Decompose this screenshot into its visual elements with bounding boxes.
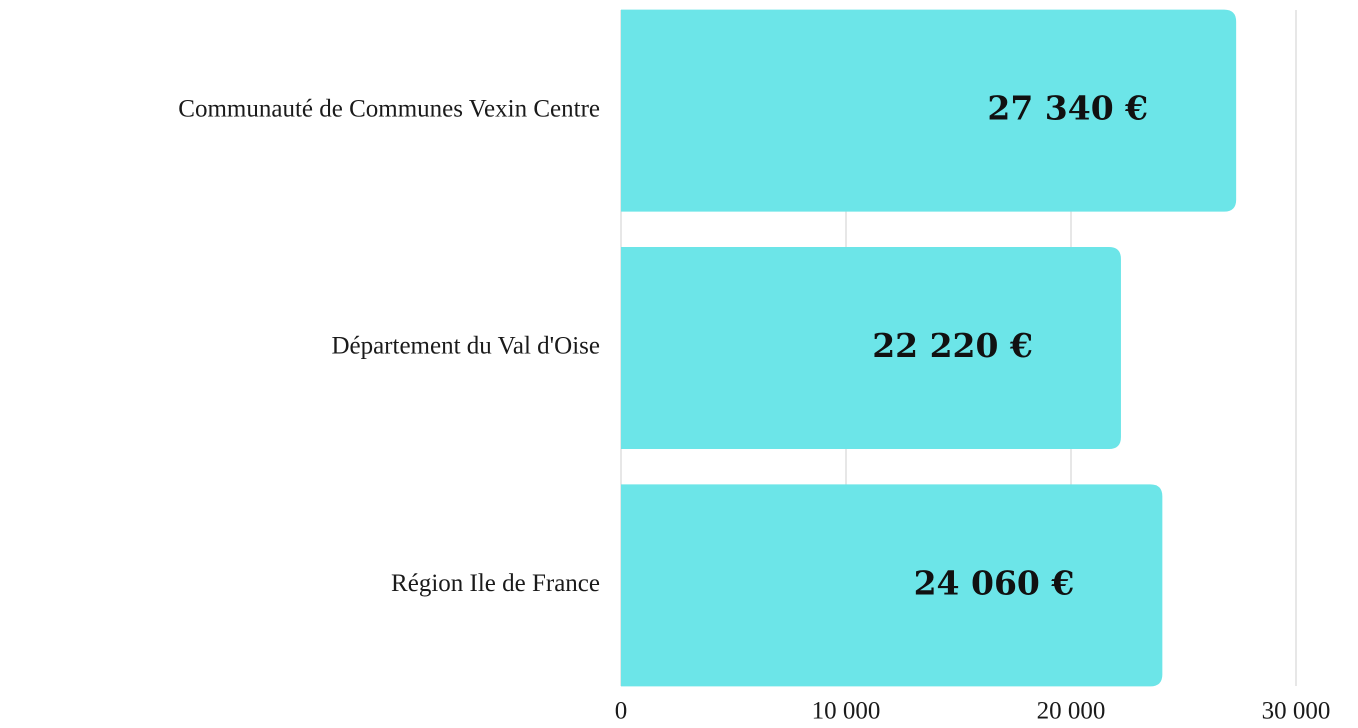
y-tick-label: Région Ile de France [391,570,600,597]
y-tick-label: Département du Val d'Oise [331,333,600,360]
bar [621,484,1163,687]
x-tick-label: 10 000 [812,698,881,725]
y-tick-label: Communauté de Communes Vexin Centre [178,95,600,122]
bar [621,247,1121,449]
x-tick-label: 30 000 [1262,698,1331,725]
value-label: 24 060 € [914,563,1075,602]
bar [621,9,1237,212]
x-tick-label: 0 [615,698,628,725]
value-label: 22 220 € [872,326,1033,365]
value-label: 27 340 € [987,89,1148,128]
x-tick-label: 20 000 [1037,698,1106,725]
